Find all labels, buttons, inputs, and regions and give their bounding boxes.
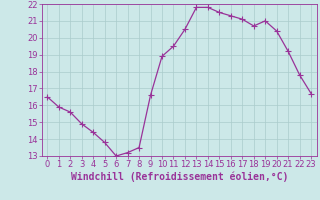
X-axis label: Windchill (Refroidissement éolien,°C): Windchill (Refroidissement éolien,°C) [70, 172, 288, 182]
